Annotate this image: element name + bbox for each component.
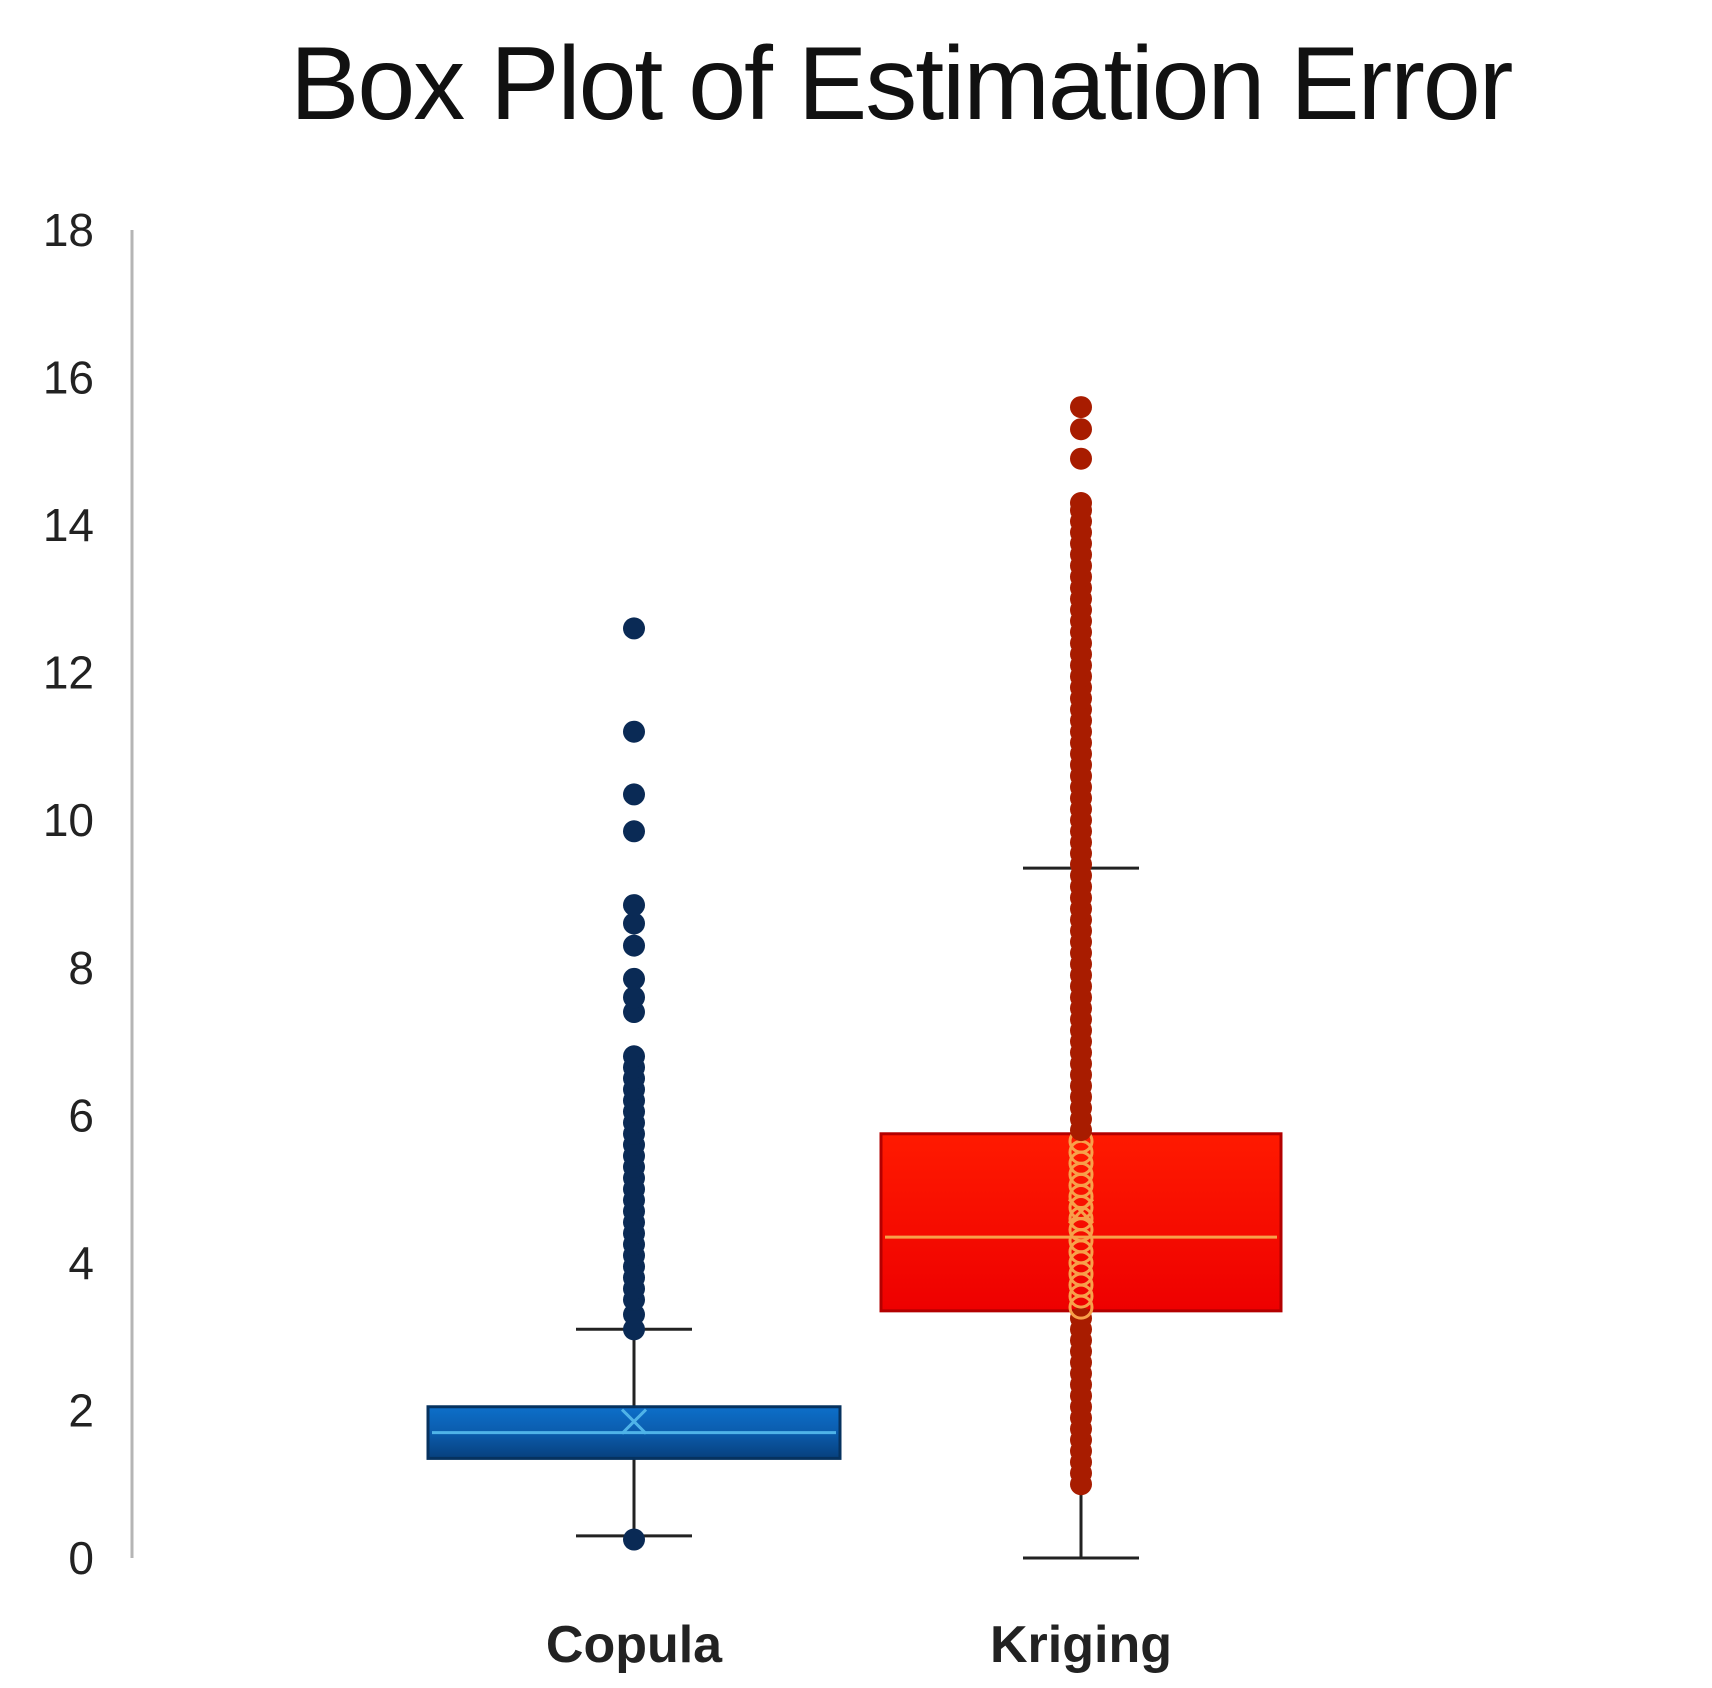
data-point [623,1045,645,1068]
data-point [623,934,645,957]
data-point [623,986,645,1009]
data-point [623,617,645,640]
data-point [1070,447,1092,470]
y-tick-label: 6 [68,1089,94,1141]
chart-title: Box Plot of Estimation Error [290,26,1513,142]
y-tick-label: 10 [43,794,94,846]
plot-area [426,396,1283,1560]
y-tick-label: 0 [68,1532,94,1584]
y-tick-label: 16 [43,352,94,404]
mean-marker [1067,1198,1095,1225]
y-tick-label: 14 [43,499,94,551]
data-point [623,820,645,843]
data-point [623,967,645,990]
y-tick-label: 2 [68,1384,94,1436]
data-point [623,894,645,917]
mean-marker [620,1408,648,1435]
y-tick-label: 12 [43,647,94,699]
data-point [1070,491,1092,514]
x-category-label: Copula [546,1616,723,1674]
data-point [623,1528,645,1551]
y-axis: 0 2 4 6 8 10 12 14 16 18 Copula Kriging [43,204,1172,1674]
box-copula [426,617,842,1551]
data-point [623,912,645,935]
data-point [1070,418,1092,441]
data-point [1068,1139,1094,1165]
data-point [623,720,645,743]
box-kriging [879,396,1283,1560]
x-category-label: Kriging [990,1616,1172,1674]
y-tick-label: 4 [68,1237,94,1289]
data-point [1070,396,1092,419]
y-tick-label: 8 [68,942,94,994]
y-tick-label: 18 [43,204,94,256]
data-point [623,783,645,806]
